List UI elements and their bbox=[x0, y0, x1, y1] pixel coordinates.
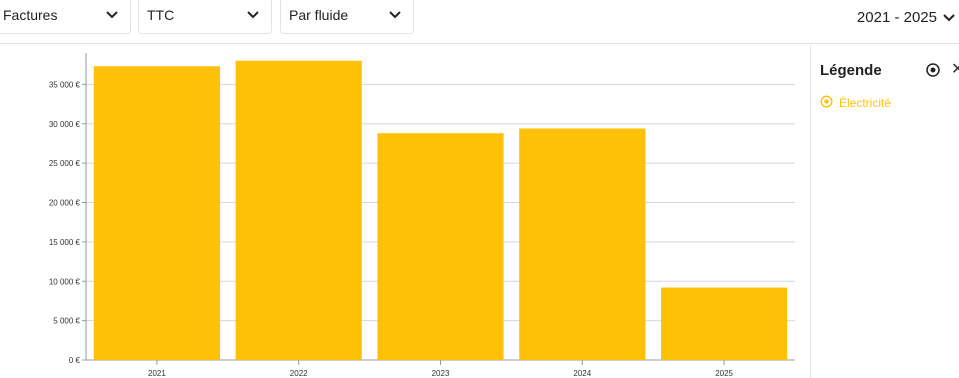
legend-item-electricite[interactable]: Électricité bbox=[820, 95, 891, 111]
tax-mode-value: TTC bbox=[147, 7, 175, 23]
close-icon[interactable]: ✕ bbox=[951, 61, 959, 78]
legend-divider bbox=[810, 45, 811, 378]
document-type-select[interactable]: Factures bbox=[0, 0, 131, 34]
x-tick-label: 2021 bbox=[148, 369, 166, 378]
chevron-down-icon bbox=[247, 11, 259, 19]
y-tick-label: 20 000 € bbox=[49, 199, 81, 208]
legend-title: Légende bbox=[820, 62, 882, 79]
y-tick-label: 0 € bbox=[69, 356, 81, 365]
x-tick-label: 2023 bbox=[432, 369, 450, 378]
period-select[interactable]: 2021 - 2025 bbox=[857, 9, 955, 26]
bar bbox=[660, 287, 788, 360]
bar bbox=[519, 128, 646, 360]
legend-item-label: Électricité bbox=[839, 96, 892, 110]
bar-chart: 0 € 5 000 € 10 000 € 15 000 € 20 000 € 25 000… bbox=[0, 45, 810, 378]
chart-canvas: 0 € 5 000 € 10 000 € 15 000 € 20 000 € 25 000… bbox=[49, 53, 795, 378]
y-tick-label: 35 000 € bbox=[49, 80, 81, 89]
x-tick-label: 2024 bbox=[573, 369, 591, 378]
period-value: 2021 - 2025 bbox=[856, 9, 937, 26]
x-tick-label: 2025 bbox=[715, 369, 733, 378]
target-icon[interactable] bbox=[925, 62, 941, 78]
grouping-select[interactable]: Par fluide bbox=[280, 0, 414, 34]
bar bbox=[235, 60, 362, 360]
legend-panel: Légende ✕ Électricité bbox=[811, 45, 959, 378]
chevron-down-icon bbox=[106, 11, 118, 19]
bar bbox=[93, 66, 221, 360]
document-type-value: Factures bbox=[3, 7, 58, 23]
legend-series-icon bbox=[820, 95, 833, 111]
y-tick-label: 15 000 € bbox=[49, 238, 81, 247]
grouping-value: Par fluide bbox=[289, 7, 349, 23]
x-tick-label: 2022 bbox=[290, 369, 308, 378]
y-tick-label: 10 000 € bbox=[49, 277, 81, 286]
y-tick-label: 5 000 € bbox=[53, 317, 80, 326]
tax-mode-select[interactable]: TTC bbox=[138, 0, 272, 34]
y-tick-label: 25 000 € bbox=[49, 159, 81, 168]
chevron-down-icon bbox=[389, 11, 401, 19]
filter-toolbar: Factures TTC Par fluide 2021 - 2025 bbox=[0, 0, 959, 44]
bar bbox=[377, 133, 504, 360]
y-tick-label: 30 000 € bbox=[49, 120, 81, 129]
chevron-down-icon bbox=[943, 13, 955, 22]
